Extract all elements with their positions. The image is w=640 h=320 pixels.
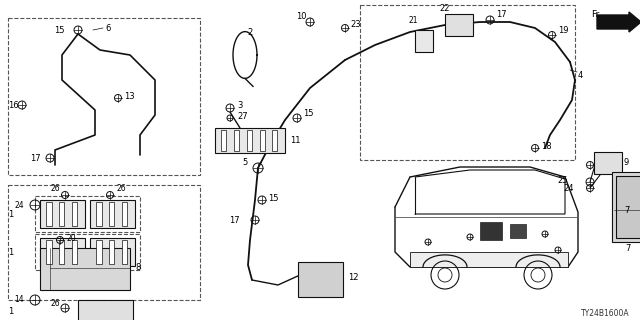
Text: 1: 1: [8, 210, 13, 219]
Bar: [78, 300, 133, 320]
Text: 4: 4: [578, 70, 583, 79]
Text: 19: 19: [558, 26, 568, 35]
Bar: [122, 240, 127, 264]
Text: 20: 20: [66, 234, 76, 243]
Text: 7: 7: [624, 205, 629, 214]
Text: 9: 9: [624, 157, 629, 166]
Text: 21: 21: [408, 15, 417, 25]
Bar: [445, 14, 473, 36]
Text: 14: 14: [14, 295, 24, 305]
Bar: [221, 130, 227, 151]
Bar: [40, 238, 85, 266]
Text: 3: 3: [237, 100, 243, 109]
Text: 7: 7: [625, 244, 630, 252]
Text: 5: 5: [243, 157, 248, 166]
Text: 17: 17: [496, 10, 507, 19]
Bar: [616, 176, 640, 238]
Bar: [47, 202, 52, 226]
Bar: [298, 262, 343, 297]
Text: 1: 1: [8, 308, 13, 316]
Bar: [215, 128, 285, 153]
Bar: [122, 202, 127, 226]
Bar: [47, 240, 52, 264]
Text: 26: 26: [116, 183, 125, 193]
Bar: [109, 240, 115, 264]
Text: 11: 11: [290, 135, 301, 145]
Text: 18: 18: [541, 141, 552, 150]
Text: 15: 15: [303, 108, 314, 117]
Text: 24: 24: [14, 201, 24, 210]
Text: Fr.: Fr.: [591, 10, 601, 19]
Text: 25: 25: [557, 175, 568, 185]
Text: 1: 1: [8, 247, 13, 257]
Text: 16: 16: [8, 100, 19, 109]
Bar: [35, 234, 140, 270]
Text: TY24B1600A: TY24B1600A: [581, 308, 630, 317]
Bar: [60, 202, 65, 226]
Text: 15: 15: [268, 194, 278, 203]
Text: 26: 26: [50, 183, 60, 193]
Text: 27: 27: [237, 111, 248, 121]
FancyArrow shape: [597, 12, 640, 32]
Bar: [90, 200, 135, 228]
Bar: [415, 30, 433, 52]
Bar: [272, 130, 277, 151]
Bar: [260, 130, 264, 151]
Text: 26: 26: [50, 299, 60, 308]
Text: 6: 6: [105, 23, 110, 33]
Text: 12: 12: [348, 274, 358, 283]
Bar: [8, 18, 200, 175]
Bar: [480, 222, 502, 240]
Text: 2: 2: [247, 28, 252, 36]
Text: 8: 8: [135, 263, 140, 273]
Text: 13: 13: [124, 92, 134, 100]
Bar: [109, 202, 115, 226]
Bar: [410, 252, 568, 267]
Text: 10: 10: [296, 12, 307, 20]
Bar: [360, 5, 575, 160]
Text: 22: 22: [440, 4, 451, 12]
Bar: [40, 248, 130, 290]
Bar: [612, 172, 640, 242]
Bar: [72, 202, 77, 226]
Bar: [247, 130, 252, 151]
Bar: [40, 200, 85, 228]
Text: 17: 17: [229, 215, 240, 225]
Text: 17: 17: [30, 154, 40, 163]
Bar: [60, 240, 65, 264]
Bar: [97, 202, 102, 226]
Bar: [90, 238, 135, 266]
Text: 15: 15: [54, 26, 65, 35]
Bar: [510, 224, 526, 238]
Bar: [594, 152, 622, 174]
Bar: [97, 240, 102, 264]
Bar: [72, 240, 77, 264]
Text: 24: 24: [563, 183, 574, 193]
Bar: [8, 185, 200, 300]
Bar: [234, 130, 239, 151]
Bar: [35, 196, 140, 232]
Text: 23: 23: [350, 20, 360, 28]
